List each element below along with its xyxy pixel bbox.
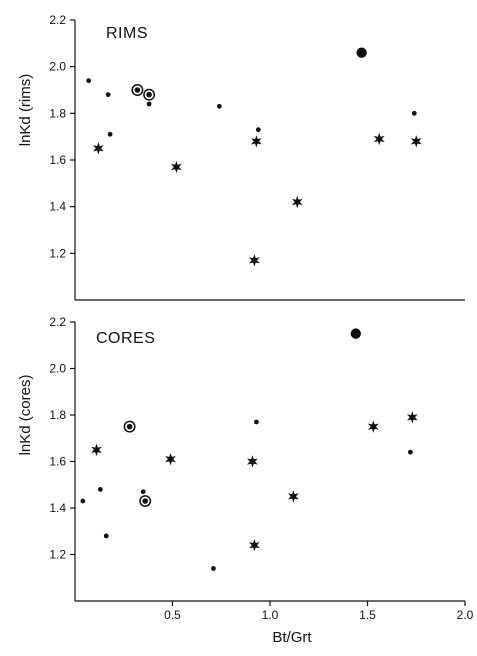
rims-point-small-dot [412, 111, 417, 116]
rims-point-large-dot [356, 47, 366, 57]
rims-panel-title: RIMS [106, 25, 148, 42]
rims-y-ticks: 2.2 2.0 1.8 1.6 1.4 1.2 [49, 13, 75, 260]
cores-point-small-dot [211, 566, 216, 571]
cores-y-tick-label: 2.2 [49, 315, 66, 329]
rims-y-tick-label: 1.2 [49, 246, 66, 260]
cores-point-star [407, 411, 418, 423]
rims-point-star [292, 196, 303, 208]
cores-point-star [91, 444, 102, 456]
rims-point-star [374, 133, 385, 145]
cores-point-star [368, 420, 379, 432]
cores-panel-title: CORES [96, 330, 155, 347]
rims-y-axis-label: lnKd (rims) [17, 74, 34, 147]
cores-point-small-dot [408, 450, 413, 455]
rims-point-star [411, 135, 422, 147]
rims-point-small-dot [106, 92, 111, 97]
cores-y-tick-label: 1.2 [49, 548, 66, 562]
rims-y-tick-label: 2.0 [49, 60, 66, 74]
rims-point-small-dot [86, 78, 91, 83]
x-tick-label: 0.5 [164, 608, 181, 622]
cores-y-tick-label: 2.0 [49, 362, 66, 376]
cores-point-ringed-dot-center [142, 498, 148, 504]
cores-point-large-dot [351, 328, 361, 338]
cores-y-ticks: 2.2 2.0 1.8 1.6 1.4 1.2 [49, 315, 75, 562]
rims-point-ringed-dot [132, 85, 142, 95]
cores-y-axis-label: lnKd (cores) [17, 375, 34, 456]
rims-point-ringed-dot [144, 89, 154, 99]
x-tick-label: 2.0 [457, 608, 474, 622]
rims-y-tick-label: 1.8 [49, 106, 66, 120]
rims-point-ringed-dot-center [135, 87, 141, 93]
cores-points [80, 328, 417, 570]
cores-point-star [247, 455, 258, 467]
rims-y-tick-label: 1.6 [49, 153, 66, 167]
rims-point-small-dot [147, 102, 152, 107]
x-tick-label: 1.5 [359, 608, 376, 622]
cores-point-star [288, 490, 299, 502]
cores-point-small-dot [80, 499, 85, 504]
cores-point-small-dot [104, 534, 109, 539]
rims-point-small-dot [217, 104, 222, 109]
x-tick-label: 1.0 [262, 608, 279, 622]
rims-point-star [93, 142, 104, 154]
cores-y-tick-label: 1.6 [49, 455, 66, 469]
rims-point-star [251, 135, 262, 147]
cores-panel: CORES lnKd (cores) Bt/Grt 2.2 2.0 1.8 1.6 1.… [17, 315, 474, 646]
rims-point-star [171, 161, 182, 173]
cores-point-small-dot [254, 420, 259, 425]
rims-point-small-dot [256, 127, 261, 132]
rims-points [86, 47, 421, 266]
cores-point-small-dot [98, 487, 103, 492]
cores-point-ringed-dot-center [127, 424, 133, 430]
cores-x-ticks: 0.5 1.0 1.5 2.0 [164, 601, 474, 622]
rims-panel: RIMS lnKd (rims) 2.2 2.0 1.8 1.6 1.4 1.2 [17, 13, 465, 300]
cores-point-ringed-dot [140, 496, 150, 506]
cores-point-small-dot [141, 489, 146, 494]
rims-y-tick-label: 1.4 [49, 200, 66, 214]
rims-point-ringed-dot-center [146, 92, 152, 98]
cores-point-ringed-dot [124, 421, 134, 431]
rims-point-small-dot [108, 132, 113, 137]
cores-point-star [249, 539, 260, 551]
cores-point-star [165, 453, 176, 465]
cores-y-tick-label: 1.8 [49, 408, 66, 422]
cores-y-tick-label: 1.4 [49, 501, 66, 515]
rims-point-star [249, 254, 260, 266]
rims-y-tick-label: 2.2 [49, 13, 66, 27]
x-axis-label: Bt/Grt [272, 629, 312, 646]
